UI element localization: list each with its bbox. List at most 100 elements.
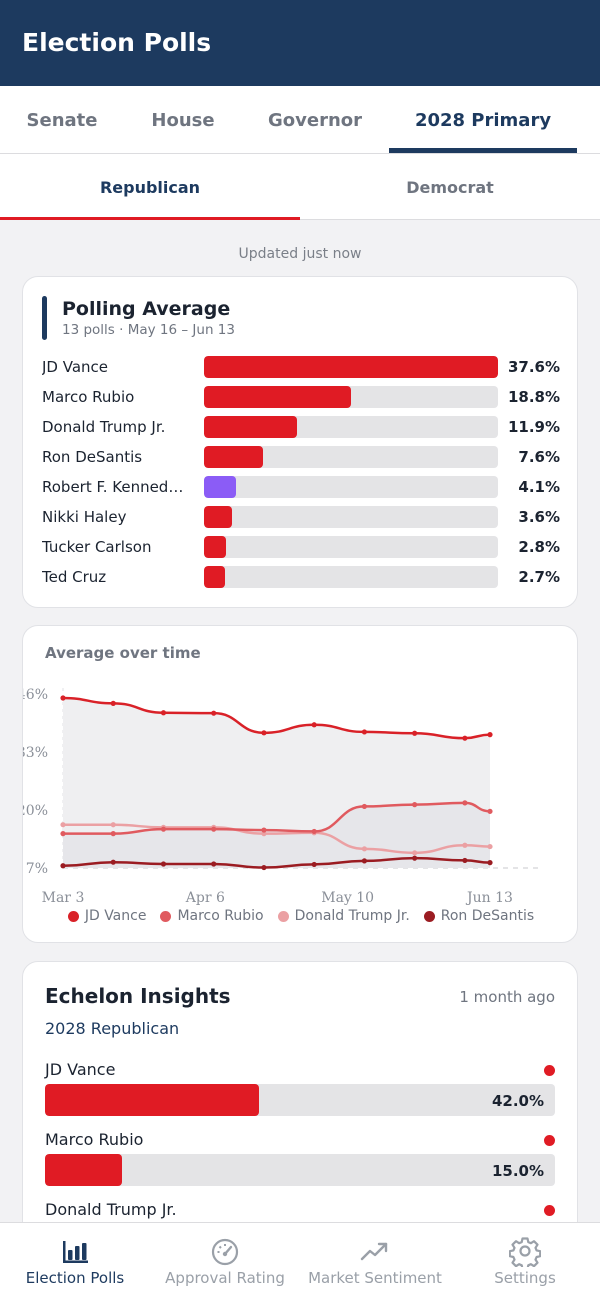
title-accent-bar [42, 296, 47, 340]
poll-result-row: JD Vance 42.0% [45, 1060, 555, 1120]
nav-approval-rating[interactable]: Approval Rating [150, 1223, 300, 1304]
data-point [60, 822, 66, 828]
nav-label: Market Sentiment [308, 1269, 442, 1287]
data-point [261, 730, 267, 736]
candidate-name: Ted Cruz [42, 568, 107, 586]
data-point [412, 802, 418, 808]
data-point [160, 861, 167, 867]
candidate-bar-track [204, 416, 498, 438]
series-line [63, 801, 491, 835]
bottom-nav: Election Polls Approval Rating Market Se… [0, 1222, 600, 1304]
poll-bar-fill [45, 1154, 122, 1186]
legend-label: JD Vance [84, 908, 147, 924]
pollster-name: Echelon Insights [45, 984, 231, 1008]
x-tick-label: Mar 3 [42, 890, 85, 906]
candidate-bar-fill [204, 446, 264, 468]
candidate-percentage: 11.9% [507, 418, 560, 436]
x-tick-label: May 10 [321, 890, 374, 906]
data-point [110, 831, 116, 837]
candidate-bar-track [204, 386, 498, 408]
data-point [361, 846, 368, 852]
candidate-bar-fill [204, 566, 226, 588]
trend-chart: 7% 20% 33% 46% Mar 3 Apr 6 May 10 Jun 13 [23, 681, 541, 906]
data-point [311, 861, 317, 868]
candidate-row[interactable]: Marco Rubio 18.8% [23, 386, 579, 410]
gauge-icon [211, 1238, 239, 1266]
y-tick-label: 46% [23, 687, 48, 703]
poll-candidate-name: Donald Trump Jr. [45, 1200, 177, 1219]
candidate-name: Tucker Carlson [42, 538, 152, 556]
x-tick-label: Apr 6 [185, 890, 225, 906]
candidate-row[interactable]: Ron DeSantis 7.6% [23, 446, 579, 470]
party-dot [544, 1205, 555, 1216]
poll-candidate-name: Marco Rubio [45, 1130, 144, 1149]
data-point [110, 859, 116, 865]
poll-percentage: 42.0% [491, 1092, 544, 1110]
tab-2028-primary[interactable]: 2028 Primary [414, 109, 552, 131]
tab-republican[interactable]: Republican [99, 177, 201, 197]
nav-market-sentiment[interactable]: Market Sentiment [300, 1223, 450, 1304]
data-point [261, 827, 267, 833]
y-tick-label: 7% [26, 861, 48, 877]
candidate-percentage: 4.1% [518, 478, 560, 496]
data-point [361, 729, 368, 735]
poll-bar-fill [45, 1084, 260, 1116]
data-point [462, 857, 468, 864]
data-point [462, 735, 468, 741]
data-point [110, 822, 116, 828]
trend-title: Average over time [45, 644, 201, 662]
candidate-name: Ron DeSantis [42, 448, 143, 466]
candidate-row[interactable]: Nikki Haley 3.6% [23, 506, 579, 530]
gear-icon [509, 1237, 541, 1267]
active-party-indicator [0, 217, 300, 220]
candidate-percentage: 3.6% [518, 508, 560, 526]
data-point [60, 831, 66, 837]
poll-card[interactable]: Echelon Insights 1 month ago 2028 Republ… [22, 961, 578, 1261]
legend-label: Marco Rubio [177, 908, 264, 924]
candidate-row[interactable]: Robert F. Kenned… 4.1% [23, 476, 579, 500]
bar-chart-icon [63, 1241, 88, 1263]
active-tab-indicator [389, 148, 577, 153]
data-point [487, 732, 493, 738]
data-point [211, 710, 217, 716]
nav-election-polls[interactable]: Election Polls [0, 1223, 150, 1304]
chart-legend: JD Vance Marco Rubio Donald Trump Jr. Ron D… [23, 908, 577, 924]
series-area [63, 802, 490, 868]
series-line [63, 823, 491, 855]
tab-senate[interactable]: Senate [26, 109, 98, 131]
candidate-row[interactable]: JD Vance 37.6% [23, 356, 579, 380]
data-point [261, 864, 267, 871]
legend-item: Donald Trump Jr. [277, 908, 410, 924]
race-tabs: Senate House Governor 2028 Primary [0, 86, 600, 154]
candidate-percentage: 2.7% [518, 568, 560, 586]
tab-governor[interactable]: Governor [267, 109, 363, 131]
nav-settings[interactable]: Settings [450, 1223, 600, 1304]
candidate-row[interactable]: Tucker Carlson 2.8% [23, 536, 579, 560]
candidate-bar-fill [204, 476, 237, 498]
candidate-bar-fill [204, 416, 298, 438]
candidate-bar-track [204, 356, 498, 378]
updated-status: Updated just now [238, 246, 362, 262]
data-point [110, 700, 116, 706]
data-point [60, 863, 66, 869]
candidate-bar-fill [204, 386, 351, 408]
candidate-row[interactable]: Donald Trump Jr. 11.9% [23, 416, 579, 440]
series-line [62, 696, 491, 740]
data-point [487, 808, 493, 814]
candidate-row[interactable]: Ted Cruz 2.7% [23, 566, 579, 590]
candidate-bar-track [204, 536, 498, 558]
candidate-bar-fill [204, 506, 233, 528]
legend-dot [277, 910, 289, 922]
party-dot [544, 1065, 555, 1076]
poll-bar-track [45, 1154, 555, 1186]
nav-label: Election Polls [25, 1269, 125, 1287]
tab-democrat[interactable]: Democrat [406, 177, 494, 197]
data-point [361, 858, 368, 864]
data-point [412, 855, 418, 861]
tab-house[interactable]: House [151, 109, 215, 131]
legend-item: Marco Rubio [160, 908, 264, 924]
candidate-bar-fill [204, 356, 498, 378]
poll-bar-track [45, 1084, 555, 1116]
candidate-name: Nikki Haley [42, 508, 127, 526]
candidate-percentage: 37.6% [507, 358, 560, 376]
